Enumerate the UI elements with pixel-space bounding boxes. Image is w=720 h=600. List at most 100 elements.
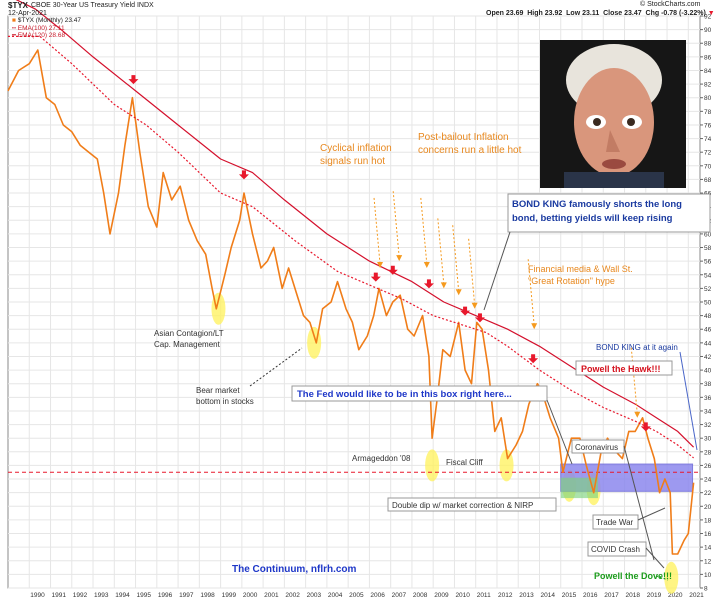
bear-market-pointer	[249, 347, 303, 387]
y-tick-label: 42	[704, 354, 712, 361]
red-arrow-marker	[528, 354, 539, 364]
y-tick-label: 78	[704, 109, 712, 116]
annotation-fed-box: The Fed would like to be in this box rig…	[297, 389, 512, 400]
annotation-fiscal-cliff: Fiscal Cliff	[446, 458, 484, 467]
fed-leader-line	[546, 399, 573, 465]
annotation-continuum: The Continuum, nflrh.com	[232, 564, 357, 575]
legend-ema100: ┅ EMA(100) 27.11	[12, 25, 65, 32]
annotation-double-dip: Double dip w/ market correction & NIRP	[392, 501, 533, 510]
red-arrow-marker	[460, 306, 471, 316]
x-tick-label: 2019	[647, 592, 662, 599]
orange-pointer-line	[468, 238, 476, 305]
x-tick-label: 2001	[264, 592, 279, 599]
y-tick-label: 36	[704, 395, 712, 402]
x-tick-label: 2016	[583, 592, 598, 599]
x-tick-label: 1992	[73, 592, 88, 599]
y-tick-label: 88	[704, 41, 712, 48]
y-tick-label: 12	[704, 558, 712, 565]
x-tick-label: 1993	[94, 592, 109, 599]
annotation-bear-market-bottom: bottom in stocks	[196, 397, 254, 406]
annotation-trade-war: Trade War	[596, 518, 634, 527]
orange-pointer-line	[527, 259, 535, 326]
orange-pointer-line	[452, 225, 460, 292]
y-tick-label: 34	[704, 408, 712, 415]
price-series-line	[7, 49, 695, 555]
y-tick-label: 26	[704, 463, 712, 470]
y-tick-label: 58	[704, 245, 712, 252]
double-dip-box	[560, 477, 598, 499]
y-tick-label: 92	[704, 14, 712, 21]
red-arrow-marker	[423, 279, 434, 289]
highlight-marker	[425, 449, 440, 482]
y-tick-label: 86	[704, 54, 712, 61]
y-tick-label: 76	[704, 122, 712, 129]
annotation-cyclical-inflation: signals run hot	[320, 156, 385, 167]
annotation-asian-contagion: Cap. Management	[154, 340, 221, 349]
x-tick-label: 2010	[455, 592, 470, 599]
orange-pointer-head	[377, 261, 384, 268]
y-tick-label: 24	[704, 477, 712, 484]
stockcharts-brand: © StockCharts.com	[640, 1, 701, 8]
y-tick-label: 28	[704, 449, 712, 456]
bond-king-photo	[540, 40, 686, 188]
y-tick-label: 8	[704, 586, 708, 593]
y-tick-label: 20	[704, 504, 712, 511]
y-tick-label: 48	[704, 313, 712, 320]
legend-ema120: ━ EMA(120) 28.68	[12, 32, 66, 39]
x-tick-label: 2015	[562, 592, 577, 599]
red-arrow-marker	[128, 75, 139, 85]
orange-pointer-head	[440, 282, 447, 289]
orange-pointer-line	[392, 191, 400, 258]
covid-crash-box	[587, 541, 647, 557]
annotation-great-rotation: "Great Rotation" hype	[528, 276, 615, 286]
bondking-again-line	[679, 351, 698, 451]
orange-pointer-head	[634, 411, 641, 418]
orange-pointer-line	[420, 197, 428, 264]
annotation-armageddon: Armageddon '08	[352, 454, 411, 463]
y-tick-label: 82	[704, 82, 712, 89]
y-tick-label: 56	[704, 259, 712, 266]
orange-pointer-line	[373, 197, 381, 264]
x-tick-label: 2002	[285, 592, 300, 599]
orange-pointer-line	[437, 218, 445, 285]
y-tick-label: 18	[704, 517, 712, 524]
y-tick-label: 32	[704, 422, 712, 429]
red-arrow-marker	[640, 422, 651, 432]
red-arrow-marker	[474, 313, 485, 323]
y-tick-label: 72	[704, 150, 712, 157]
ema100-line	[8, 35, 694, 459]
annotation-powell-dove: Powell the Dove!!!	[594, 571, 672, 581]
highlight-marker	[664, 561, 679, 594]
annotation-coronavirus: Coronavirus	[575, 443, 618, 452]
annotation-bear-market-bottom: Bear market	[196, 386, 240, 395]
y-tick-label: 60	[704, 231, 712, 238]
y-tick-label: 54	[704, 272, 712, 279]
x-tick-label: 2007	[392, 592, 407, 599]
legend-price: ■ $TYX (Monthly) 23.47	[12, 17, 81, 24]
x-tick-label: 2008	[413, 592, 428, 599]
annotation-cyclical-inflation: Cyclical inflation	[320, 143, 392, 154]
covid-leader-line	[645, 547, 665, 569]
orange-pointer-head	[396, 255, 403, 262]
red-arrow-marker	[238, 170, 249, 180]
y-tick-label: 74	[704, 136, 712, 143]
orange-pointer-head	[423, 261, 430, 268]
y-tick-label: 22	[704, 490, 712, 497]
annotation-post-bailout: Post-bailout Inflation	[418, 132, 509, 143]
y-tick-label: 52	[704, 286, 712, 293]
x-tick-label: 2009	[434, 592, 449, 599]
annotation-covid-crash: COVID Crash	[591, 545, 640, 554]
annotation-powell-hawk: Powell the Hawk!!!	[581, 364, 661, 374]
hawk-box	[575, 360, 673, 376]
highlight-marker	[499, 449, 514, 482]
x-tick-label: 1996	[158, 592, 173, 599]
x-tick-label: 2020	[668, 592, 683, 599]
y-tick-label: 38	[704, 381, 712, 388]
orange-pointer-head	[531, 323, 538, 330]
annotation-great-rotation: Financial media & Wall St.	[528, 264, 633, 274]
x-tick-label: 1998	[200, 592, 215, 599]
x-tick-label: 2017	[604, 592, 619, 599]
y-tick-label: 84	[704, 68, 712, 75]
x-tick-label: 1990	[30, 592, 45, 599]
y-tick-label: 14	[704, 545, 712, 552]
